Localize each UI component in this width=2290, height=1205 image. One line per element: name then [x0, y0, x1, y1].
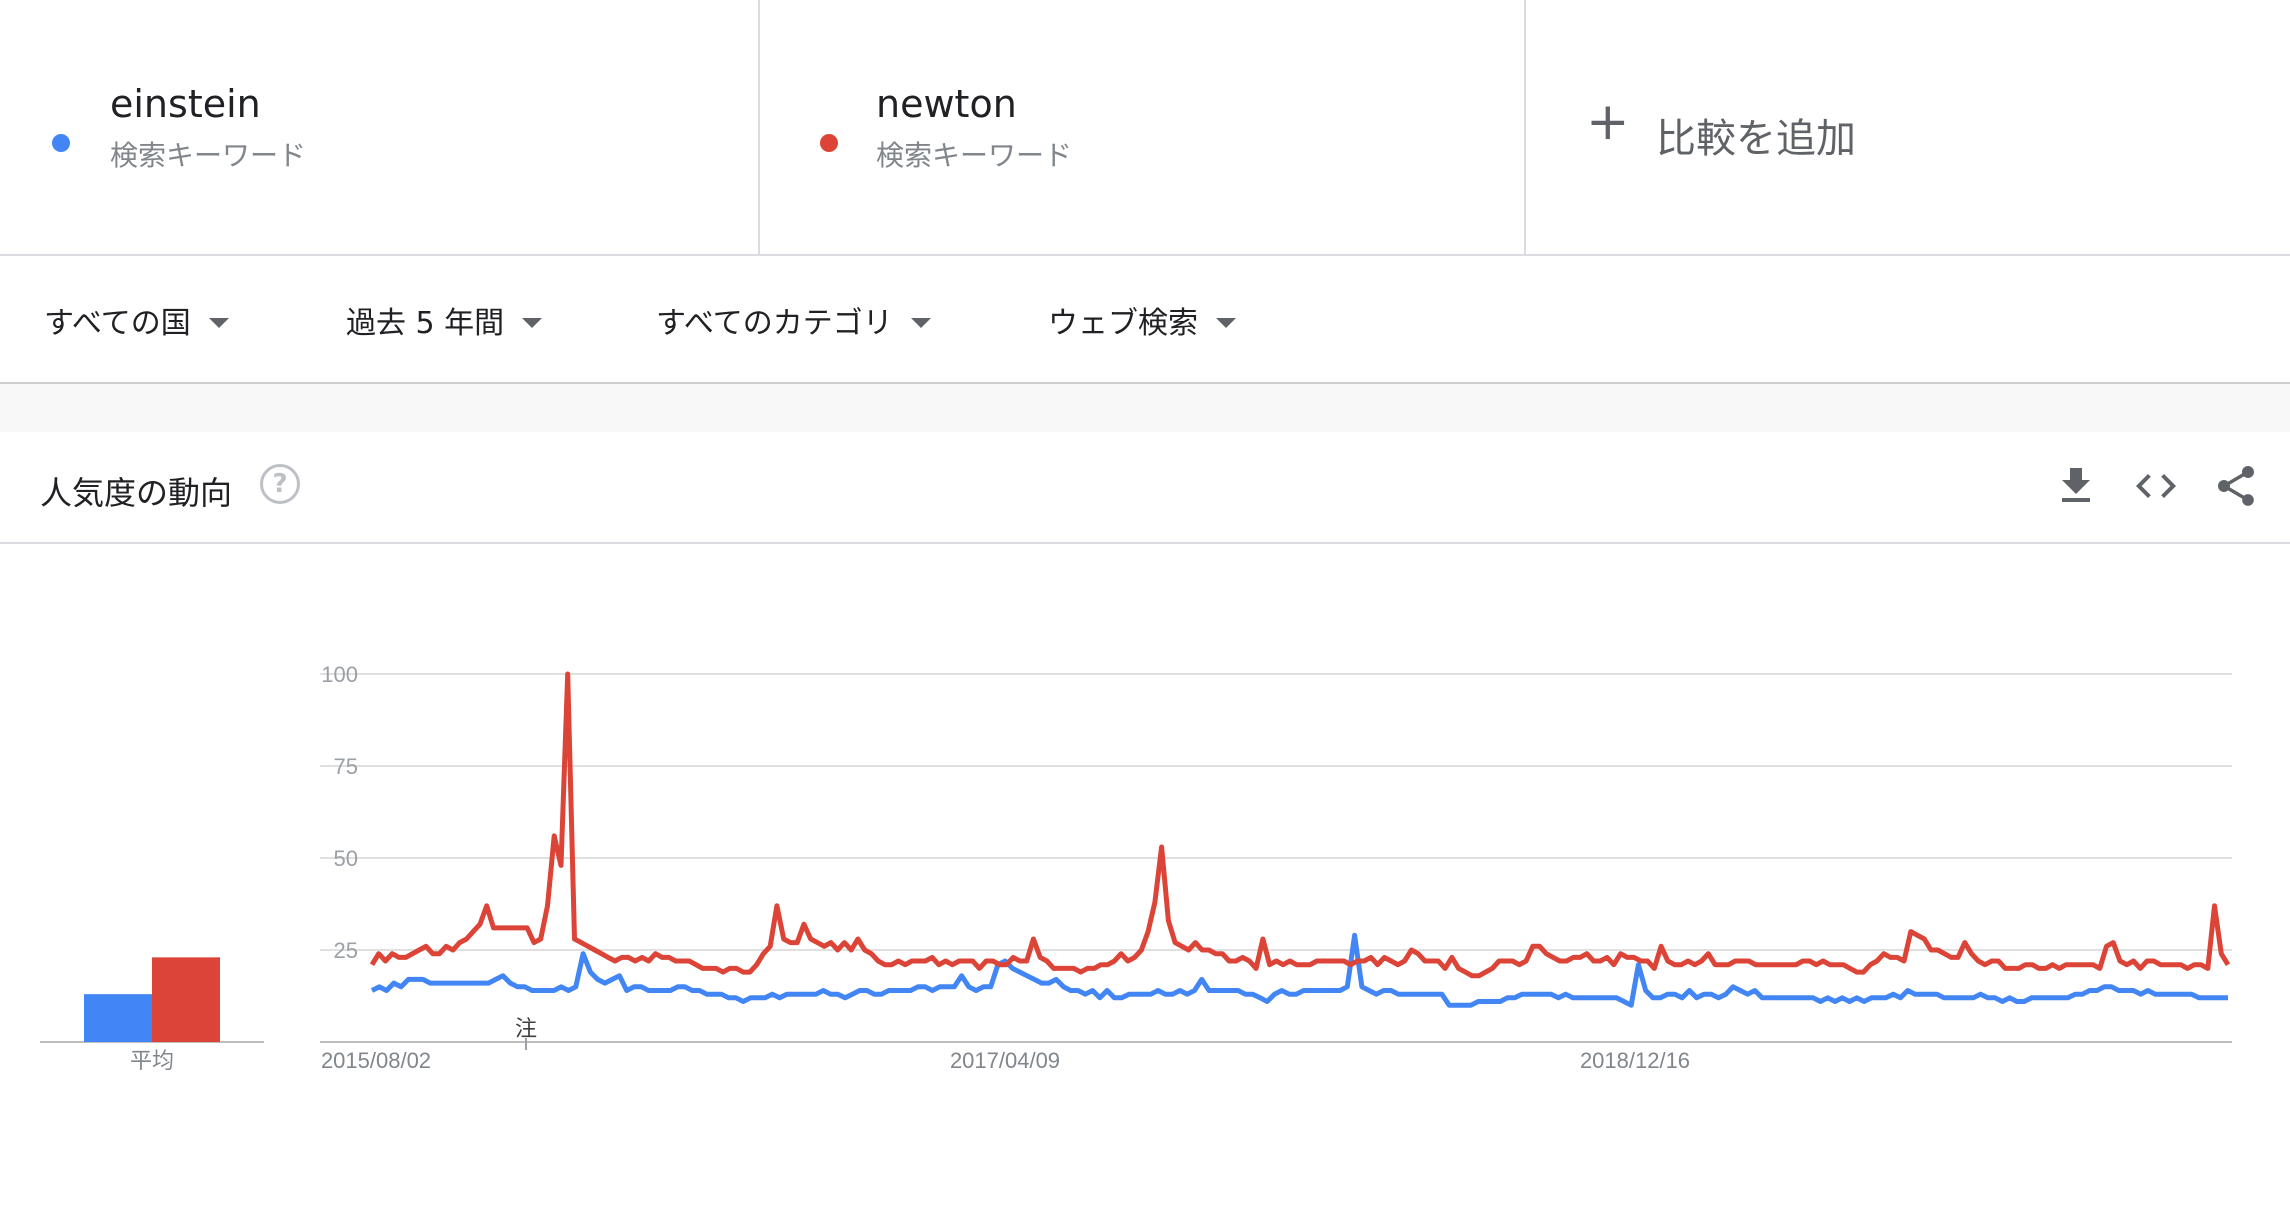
download-icon[interactable]	[2052, 462, 2100, 510]
annotation-label: 注	[515, 1016, 537, 1041]
embed-code-icon[interactable]	[2132, 462, 2180, 510]
filter-country[interactable]: すべての国	[44, 298, 229, 342]
average-bar-newton	[152, 957, 220, 1042]
series-line-einstein	[370, 932, 2228, 1008]
y-tick-label: 50	[334, 846, 358, 871]
y-tick-label: 100	[321, 662, 358, 687]
filter-category-label: すべてのカテゴリ	[656, 306, 893, 341]
share-icon[interactable]	[2212, 462, 2260, 510]
interest-over-time-header: 人気度の動向 ?	[0, 432, 2290, 544]
add-compare-button[interactable]: + 比較を追加	[1526, 0, 2290, 254]
caret-down-icon	[1216, 317, 1236, 328]
filter-bar: すべての国 過去 5 年間 すべてのカテゴリ ウェブ検索	[0, 256, 2290, 384]
add-compare-label: 比較を追加	[1656, 116, 1856, 162]
term-name: newton	[876, 82, 1017, 126]
term-name: einstein	[110, 82, 261, 126]
series-color-dot	[820, 134, 838, 152]
caret-down-icon	[910, 317, 931, 328]
chart-canvas: 100 75 50 25 平均 注 2015/08/02 2017/04/09 2018/12/…	[40, 662, 2232, 1073]
search-term-newton[interactable]: newton 検索キーワード	[760, 0, 1526, 254]
series-line-newton	[369, 671, 2231, 979]
x-tick-label: 2018/12/16	[1580, 1048, 1690, 1073]
search-term-einstein[interactable]: einstein 検索キーワード	[0, 0, 760, 254]
help-circle-icon[interactable]: ?	[260, 464, 300, 504]
series-color-dot	[52, 134, 70, 152]
card-title: 人気度の動向	[40, 474, 233, 512]
filter-search-type-label: ウェブ検索	[1048, 306, 1198, 341]
filter-country-label: すべての国	[44, 306, 191, 341]
caret-down-icon	[522, 317, 543, 328]
term-type: 検索キーワード	[876, 139, 1073, 172]
filter-category[interactable]: すべてのカテゴリ	[656, 298, 931, 342]
y-tick-label: 75	[334, 754, 358, 779]
filter-time-range-label: 過去 5 年間	[346, 306, 505, 341]
x-tick-label: 2017/04/09	[950, 1048, 1060, 1073]
search-terms-bar: einstein 検索キーワード newton 検索キーワード + 比較を追加	[0, 0, 2290, 256]
plus-icon: +	[1586, 92, 1630, 152]
y-tick-label: 25	[334, 938, 358, 963]
filter-time-range[interactable]: 過去 5 年間	[346, 298, 543, 342]
average-bar-einstein	[84, 994, 152, 1042]
filter-search-type[interactable]: ウェブ検索	[1048, 298, 1236, 342]
interest-over-time-chart: 100 75 50 25 平均 注 2015/08/02 2017/04/09 2018/12/…	[0, 544, 2290, 1205]
caret-down-icon	[208, 317, 229, 328]
x-tick-label: 2015/08/02	[321, 1048, 431, 1073]
section-spacer	[0, 384, 2290, 432]
average-label: 平均	[130, 1048, 174, 1073]
term-type: 検索キーワード	[110, 139, 307, 172]
